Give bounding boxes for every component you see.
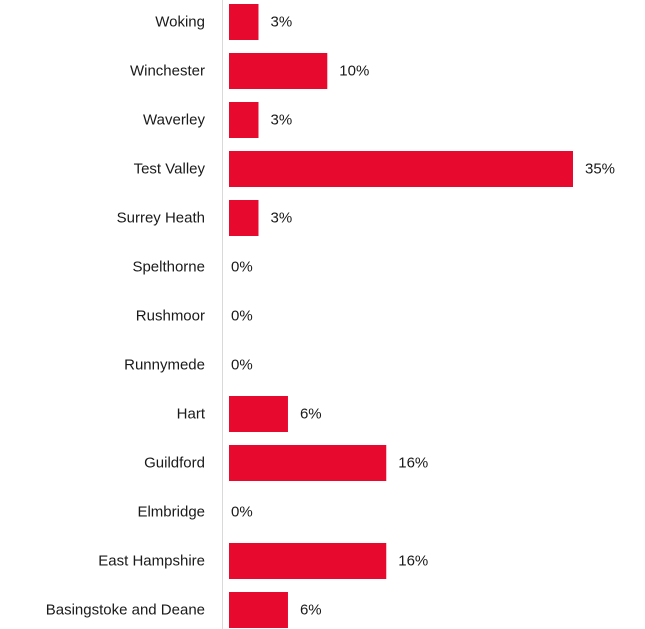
category-label: Elmbridge xyxy=(137,504,205,521)
value-label: 6% xyxy=(300,406,322,423)
value-label: 6% xyxy=(300,602,322,619)
bar-surrey-heath xyxy=(229,200,259,236)
bar-test-valley xyxy=(229,151,573,187)
category-label: Spelthorne xyxy=(132,259,205,276)
category-label: Waverley xyxy=(143,112,205,129)
category-label: Basingstoke and Deane xyxy=(46,602,205,619)
category-label: Guildford xyxy=(144,455,205,472)
bars-group xyxy=(229,4,573,628)
bar-guildford xyxy=(229,445,387,481)
category-label: Woking xyxy=(155,14,205,31)
bar-winchester xyxy=(229,53,328,89)
value-label: 3% xyxy=(270,14,292,31)
category-label: Surrey Heath xyxy=(117,210,205,227)
value-label: 3% xyxy=(270,210,292,227)
value-label: 16% xyxy=(398,455,428,472)
value-label: 3% xyxy=(270,112,292,129)
category-label: Winchester xyxy=(130,63,205,80)
value-label: 0% xyxy=(231,308,253,325)
value-label: 0% xyxy=(231,357,253,374)
value-label: 0% xyxy=(231,259,253,276)
bar-waverley xyxy=(229,102,259,138)
value-label: 0% xyxy=(231,504,253,521)
bar-hart xyxy=(229,396,288,432)
value-label: 35% xyxy=(585,161,615,178)
category-label: Test Valley xyxy=(134,161,206,178)
bar-east-hampshire xyxy=(229,543,387,579)
category-label: East Hampshire xyxy=(98,553,205,570)
category-label: Runnymede xyxy=(124,357,205,374)
category-labels-group: Woking Winchester Waverley Test Valley Surre… xyxy=(46,14,206,619)
category-label: Rushmoor xyxy=(136,308,205,325)
value-label: 16% xyxy=(398,553,428,570)
value-labels-group: 3% 10% 3% 35% 3% 0% 0% 0% 6% 16% 0% 16% 6% xyxy=(231,14,615,619)
bar-woking xyxy=(229,4,259,40)
value-label: 10% xyxy=(339,63,369,80)
bar-basingstoke-and-deane xyxy=(229,592,288,628)
category-label: Hart xyxy=(177,406,206,423)
